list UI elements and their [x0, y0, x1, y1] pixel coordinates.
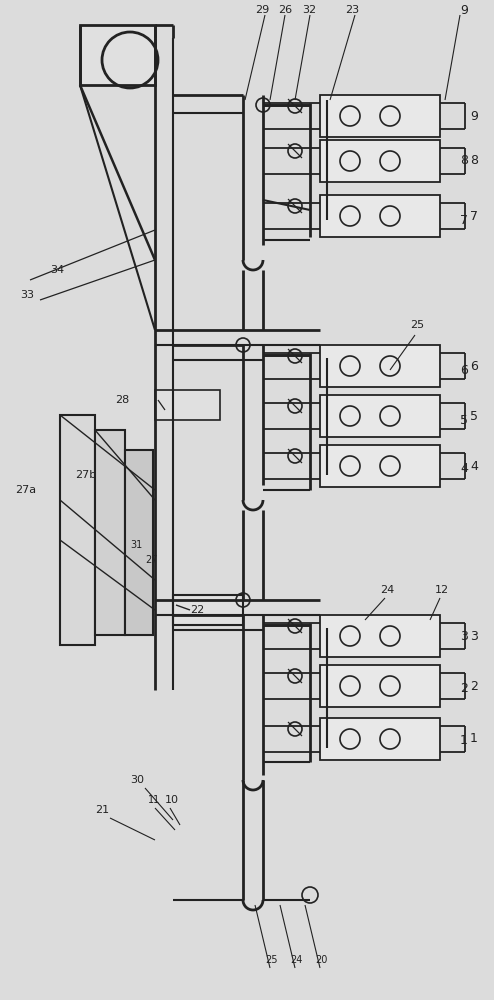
Text: 8: 8 — [470, 154, 478, 167]
Text: 10: 10 — [165, 795, 179, 805]
Bar — [320, 615, 440, 657]
Text: 20: 20 — [315, 955, 328, 965]
Text: 3: 3 — [470, 630, 478, 643]
Bar — [95, 430, 125, 635]
Text: 30: 30 — [130, 775, 144, 785]
Text: 5: 5 — [460, 414, 468, 426]
Text: 11: 11 — [148, 795, 160, 805]
Text: 7: 7 — [470, 210, 478, 223]
Text: 32: 32 — [302, 5, 316, 15]
Text: 24: 24 — [290, 955, 302, 965]
Text: 24: 24 — [380, 585, 394, 595]
Text: 26: 26 — [278, 5, 292, 15]
Bar — [320, 195, 440, 237]
Text: 9: 9 — [460, 3, 468, 16]
Text: 33: 33 — [20, 290, 34, 300]
Text: 4: 4 — [470, 460, 478, 473]
Text: 2: 2 — [460, 682, 468, 694]
Text: 7: 7 — [460, 214, 468, 227]
Bar — [320, 718, 440, 760]
Bar — [320, 445, 440, 487]
Text: 27a: 27a — [15, 485, 36, 495]
Text: 6: 6 — [470, 360, 478, 372]
Bar — [60, 415, 95, 645]
Bar — [155, 390, 220, 420]
Text: 21: 21 — [95, 805, 109, 815]
Bar — [320, 665, 440, 707]
Text: 9: 9 — [470, 109, 478, 122]
Text: 28: 28 — [115, 395, 129, 405]
Text: 1: 1 — [460, 734, 468, 746]
Text: 27: 27 — [145, 555, 158, 565]
Text: 3: 3 — [460, 631, 468, 644]
Bar — [80, 25, 155, 85]
Text: 2: 2 — [470, 680, 478, 692]
Text: 27b: 27b — [75, 470, 96, 480]
Text: 29: 29 — [255, 5, 269, 15]
Bar — [320, 140, 440, 182]
Text: 8: 8 — [460, 153, 468, 166]
Text: 31: 31 — [130, 540, 142, 550]
Bar — [320, 395, 440, 437]
Bar — [320, 95, 440, 137]
Text: 23: 23 — [345, 5, 359, 15]
Text: 25: 25 — [265, 955, 278, 965]
Text: 1: 1 — [470, 732, 478, 746]
Text: 12: 12 — [435, 585, 449, 595]
Text: 5: 5 — [470, 410, 478, 422]
Bar — [125, 450, 153, 635]
Text: 4: 4 — [460, 462, 468, 475]
Bar — [173, 595, 243, 625]
Text: 22: 22 — [190, 605, 204, 615]
Bar — [320, 345, 440, 387]
Text: 34: 34 — [50, 265, 64, 275]
Text: 6: 6 — [460, 363, 468, 376]
Text: 25: 25 — [410, 320, 424, 330]
